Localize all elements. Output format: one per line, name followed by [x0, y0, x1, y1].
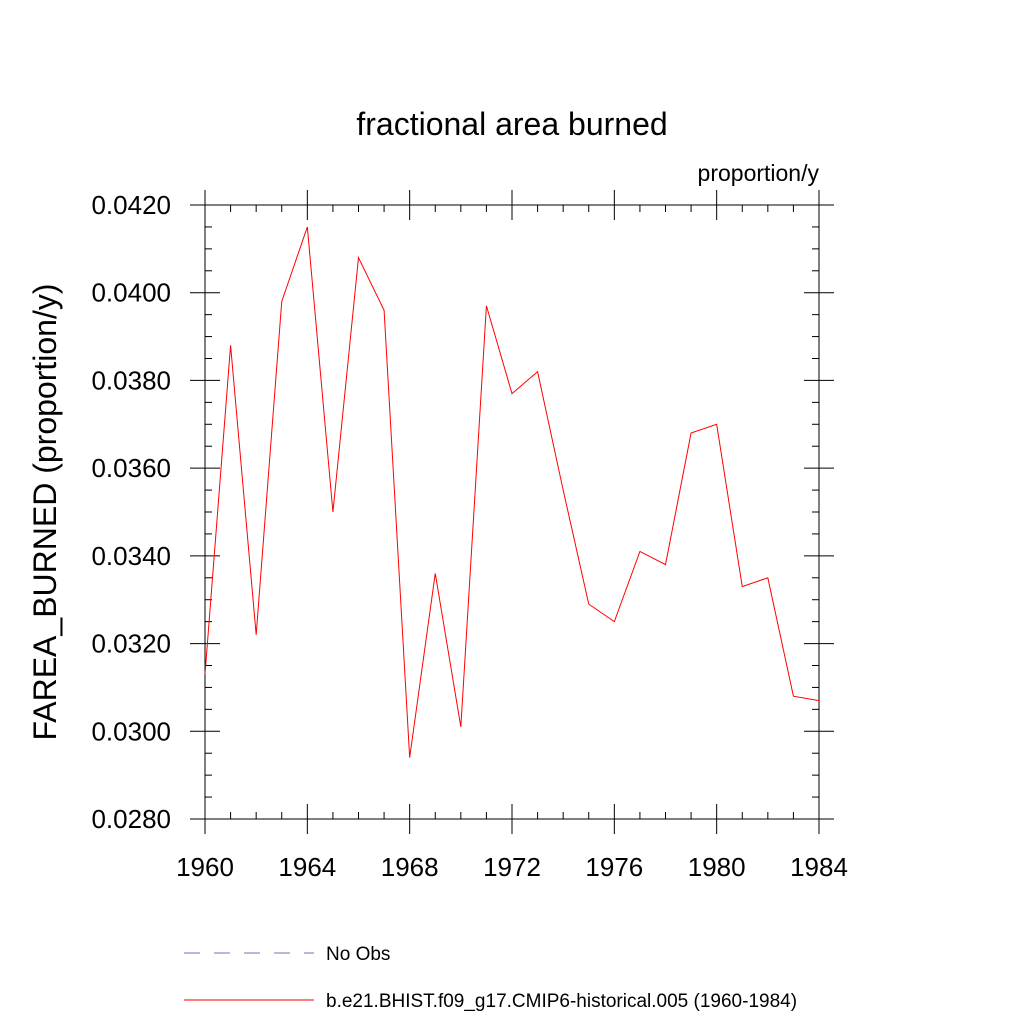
y-tick-label: 0.0360: [91, 453, 171, 483]
y-tick-label: 0.0280: [91, 804, 171, 834]
x-tick-label: 1968: [381, 852, 439, 882]
units-label: proportion/y: [698, 160, 820, 186]
x-tick-label: 1976: [585, 852, 643, 882]
x-tick-label: 1964: [278, 852, 336, 882]
y-tick-label: 0.0340: [91, 541, 171, 571]
y-tick-label: 0.0420: [91, 190, 171, 220]
y-tick-labels: 0.0280 0.0300 0.0320 0.0340 0.0360 0.0380 0.04…: [91, 190, 171, 834]
x-tick-label: 1980: [688, 852, 746, 882]
y-tick-label: 0.0300: [91, 716, 171, 746]
y-tick-label: 0.0380: [91, 365, 171, 395]
legend-label: b.e21.BHIST.f09_g17.CMIP6-historical.005…: [326, 991, 797, 1012]
plot-frame: [204, 204, 820, 820]
x-tick-label: 1960: [176, 852, 234, 882]
y-tick-label: 0.0320: [91, 629, 171, 659]
legend: No Obs b.e21.BHIST.f09_g17.CMIP6-historic…: [184, 944, 797, 1012]
x-tick-labels: 1960 1964 1968 1972 1976 1980 1984: [176, 852, 848, 882]
series-line: [204, 226, 820, 758]
legend-label: No Obs: [326, 944, 390, 965]
series-layer: [204, 226, 820, 758]
y-axis-label: FAREA_BURNED (proportion/y): [27, 283, 63, 740]
chart-title: fractional area burned: [356, 106, 667, 142]
y-tick-label: 0.0400: [91, 278, 171, 308]
x-tick-label: 1984: [790, 852, 848, 882]
x-tick-label: 1972: [483, 852, 541, 882]
